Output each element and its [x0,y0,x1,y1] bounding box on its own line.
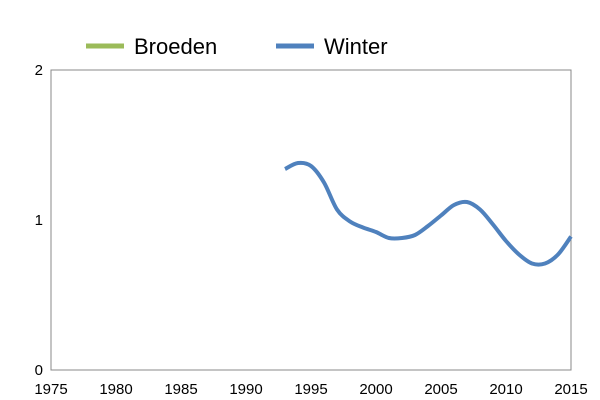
x-tick-label: 2010 [489,381,522,398]
legend-label: Broeden [134,34,217,59]
series-layer [284,160,573,267]
x-tick-label: 1990 [229,381,262,398]
plot-area [50,69,572,371]
y-tick-label: 0 [35,362,43,379]
x-tick-label: 2005 [424,381,457,398]
x-tick-label: 1995 [294,381,327,398]
x-tick-label: 2015 [554,381,587,398]
axes: 1975 1980 1985 1990 1995 2000 2005 2010 2015 0 1 2 [34,62,587,398]
legend-label: Winter [324,34,388,59]
y-tick-label: 2 [35,62,43,79]
x-tick-label: 1985 [164,381,197,398]
x-tick-label: 2000 [359,381,392,398]
x-tick-label: 1975 [34,381,67,398]
legend: Broeden Winter [86,34,388,59]
y-tick-label: 1 [35,212,43,229]
legend-item: Winter [276,34,388,59]
series-line [284,160,573,267]
x-tick-label: 1980 [99,381,132,398]
legend-item: Broeden [86,34,217,59]
